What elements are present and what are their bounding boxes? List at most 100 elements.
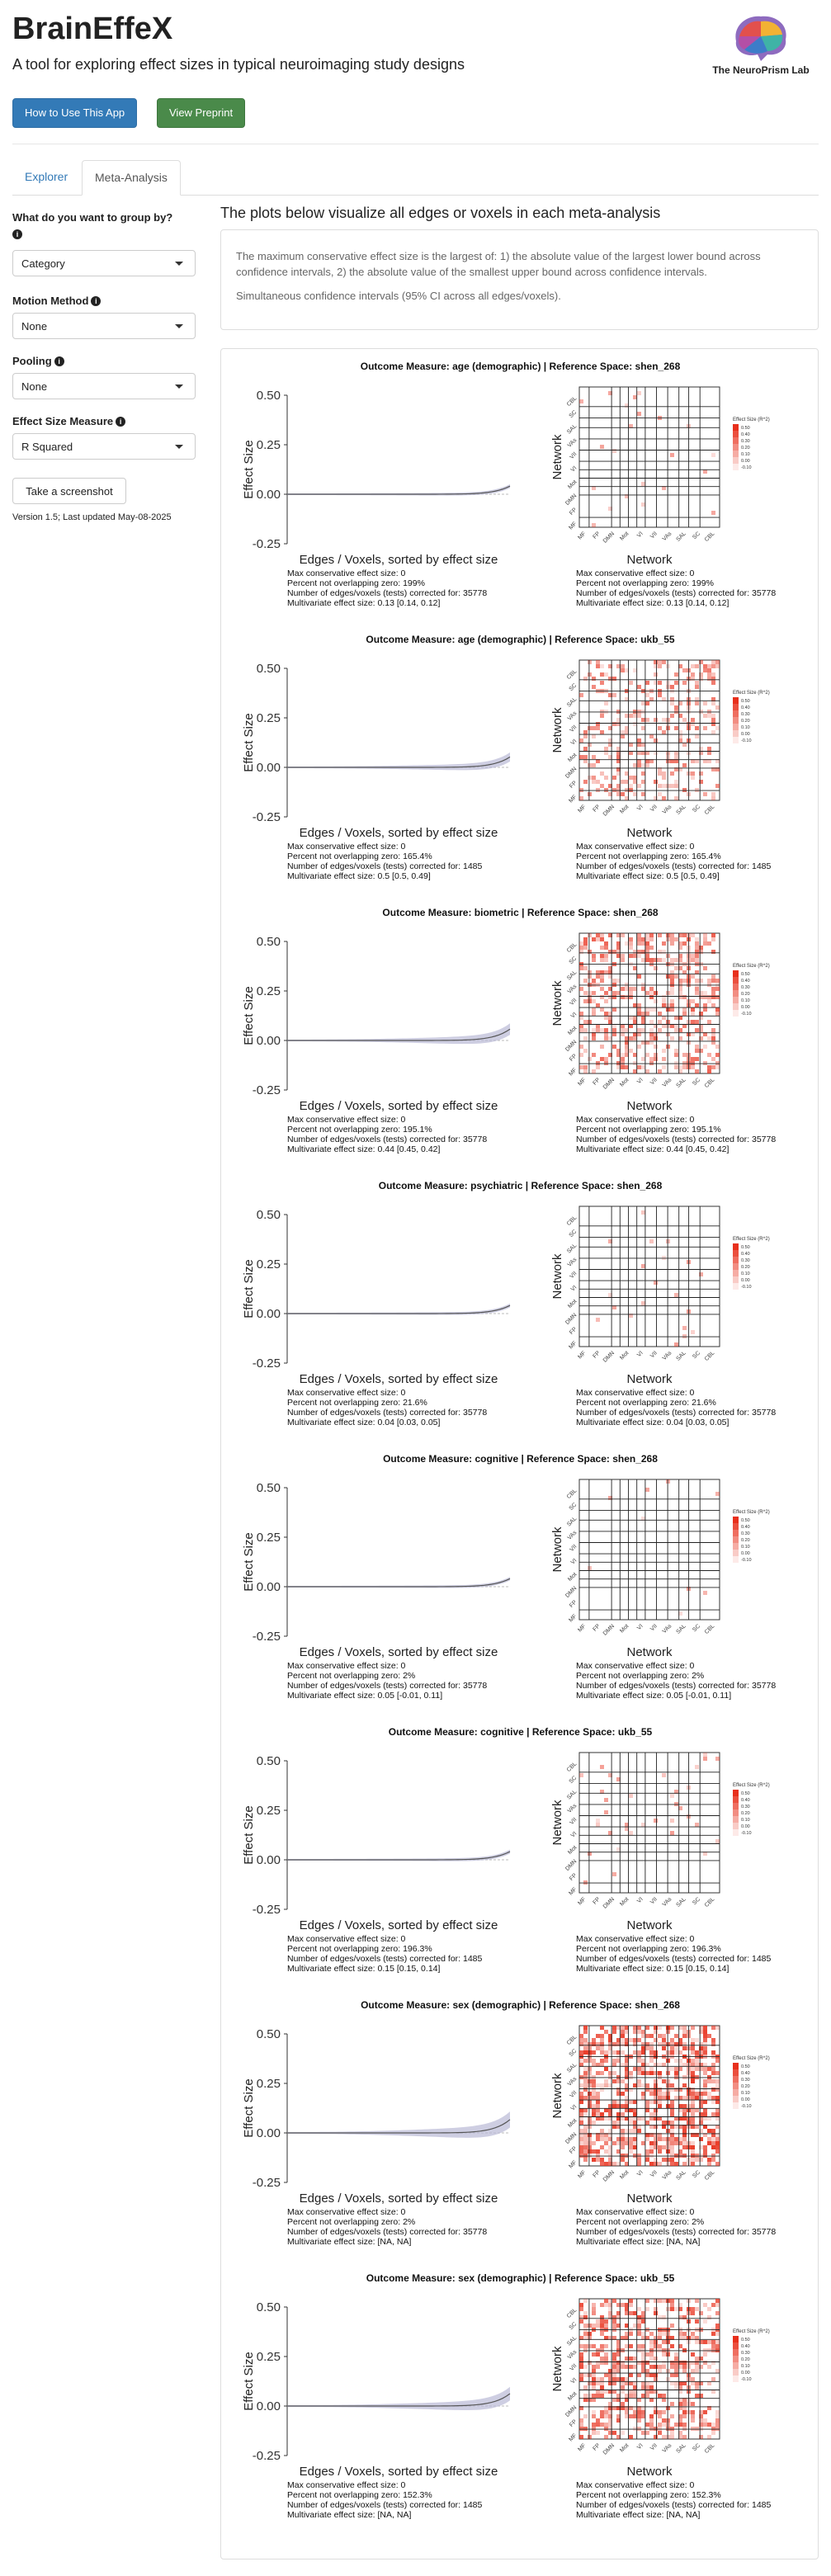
effect-size-measure-select[interactable]: R Squared bbox=[12, 433, 196, 460]
legend-title: Effect Size (R^2) bbox=[733, 418, 770, 422]
heatmap-cell bbox=[691, 933, 695, 937]
take-screenshot-button[interactable]: Take a screenshot bbox=[12, 478, 126, 504]
heatmap-cell bbox=[678, 966, 682, 970]
heatmap-cell bbox=[678, 2365, 682, 2369]
heatmap-cell bbox=[637, 2427, 641, 2431]
heatmap-cell bbox=[625, 2026, 629, 2030]
heatmap-cell bbox=[674, 2162, 678, 2166]
heatmap-cell bbox=[641, 1012, 645, 1016]
legend-swatch bbox=[733, 2375, 739, 2382]
heatmap-cell bbox=[649, 2418, 654, 2423]
heatmap-cell bbox=[662, 999, 666, 1003]
heatmap-cell bbox=[691, 2377, 695, 2381]
heatmap-cell bbox=[583, 2096, 588, 2100]
heatmap-cell bbox=[629, 987, 633, 991]
stat-line: Number of edges/voxels (tests) corrected… bbox=[576, 2500, 772, 2510]
legend-value: 0.40 bbox=[741, 1798, 750, 1803]
heatmap-cell bbox=[662, 2435, 666, 2439]
heatmap-cell bbox=[588, 2141, 592, 2145]
heatmap-y-tick: CBL bbox=[566, 1488, 578, 1500]
heatmap-cell bbox=[695, 1028, 699, 1032]
heatmap-cell bbox=[588, 999, 592, 1003]
heatmap-cell bbox=[670, 937, 674, 941]
stat-line: Max conservative effect size: 0 bbox=[287, 1934, 406, 1944]
info-icon[interactable]: i bbox=[54, 356, 64, 366]
heatmap-y-tick: MF bbox=[568, 2159, 578, 2169]
group-by-select[interactable]: Category bbox=[12, 250, 196, 276]
heatmap-x-axis-label: Network bbox=[626, 1099, 673, 1113]
legend-value: 0.50 bbox=[741, 1518, 750, 1523]
heatmap-cell bbox=[616, 2079, 621, 2083]
heatmap-cell bbox=[649, 1040, 654, 1045]
y-tick-label: 0.25 bbox=[257, 1531, 281, 1545]
heatmap-cell bbox=[670, 974, 674, 979]
heatmap-cell bbox=[699, 995, 703, 999]
chevron-down-icon bbox=[175, 262, 183, 266]
heatmap-cell bbox=[670, 2154, 674, 2158]
heatmap-cell bbox=[629, 2145, 633, 2149]
pooling-select[interactable]: None bbox=[12, 373, 196, 399]
heatmap-x-tick: Mot bbox=[619, 1077, 630, 1087]
heatmap-x-tick: MF bbox=[577, 531, 587, 540]
legend-value: 0.30 bbox=[741, 2078, 750, 2083]
heatmap-cell bbox=[616, 1777, 621, 1781]
heatmap-cell bbox=[629, 2414, 633, 2418]
legend-value: -0.10 bbox=[741, 465, 752, 470]
heatmap-cell bbox=[703, 469, 707, 474]
heatmap-cell bbox=[579, 693, 583, 697]
heatmap-cell bbox=[645, 2390, 649, 2394]
legend-swatch bbox=[733, 2096, 739, 2102]
heatmap-cell bbox=[654, 2410, 658, 2414]
heatmap-cell bbox=[621, 2137, 625, 2141]
app-subtitle: A tool for exploring effect sizes in typ… bbox=[12, 56, 465, 73]
heatmap-cell bbox=[703, 2067, 707, 2071]
motion-method-select[interactable]: None bbox=[12, 313, 196, 339]
heatmap-x-tick: FP bbox=[592, 1350, 602, 1360]
heatmap-cell bbox=[691, 2050, 695, 2055]
heatmap-cell bbox=[633, 2357, 637, 2361]
heatmap-cell bbox=[670, 2112, 674, 2116]
heatmap-cell bbox=[579, 2108, 583, 2112]
heatmap-cell bbox=[674, 796, 678, 800]
how-to-use-button[interactable]: How to Use This App bbox=[12, 98, 138, 128]
legend-value: 0.30 bbox=[741, 712, 750, 717]
heatmap-cell bbox=[645, 2137, 649, 2141]
tab-meta-analysis[interactable]: Meta-Analysis bbox=[82, 160, 181, 196]
heatmap-cell bbox=[612, 2141, 616, 2145]
heatmap-cell bbox=[583, 937, 588, 941]
heatmap-cell bbox=[621, 734, 625, 738]
heatmap-cell bbox=[633, 2141, 637, 2145]
legend-swatch bbox=[733, 1803, 739, 1809]
heatmap-cell bbox=[612, 2162, 616, 2166]
heatmap-cell bbox=[711, 2042, 715, 2046]
stat-line: Number of edges/voxels (tests) corrected… bbox=[576, 1954, 772, 1964]
heatmap-cell bbox=[711, 2063, 715, 2067]
heatmap-cell bbox=[691, 664, 695, 668]
heatmap-cell bbox=[678, 2435, 682, 2439]
heatmap-cell bbox=[674, 672, 678, 677]
heatmap-cell bbox=[637, 2406, 641, 2410]
heatmap-x-tick: MF bbox=[577, 1077, 587, 1087]
heatmap-cell bbox=[658, 2137, 662, 2141]
heatmap-cell bbox=[703, 1852, 707, 1856]
heatmap-x-tick: VI bbox=[636, 1623, 644, 1631]
tab-explorer[interactable]: Explorer bbox=[25, 170, 68, 183]
heatmap-y-tick: VI bbox=[570, 738, 578, 747]
heatmap-cell bbox=[612, 2125, 616, 2129]
heatmap-cell bbox=[592, 726, 596, 730]
heatmap-cell bbox=[641, 1823, 645, 1827]
heatmap-cell bbox=[674, 2307, 678, 2311]
info-icon[interactable]: i bbox=[116, 416, 126, 427]
x-axis-label: Edges / Voxels, sorted by effect size bbox=[300, 2191, 498, 2206]
info-icon[interactable]: i bbox=[91, 295, 102, 306]
heatmap-cell bbox=[616, 767, 621, 771]
heatmap-cell bbox=[583, 2125, 588, 2129]
heatmap-cell bbox=[604, 1798, 608, 1802]
group-by-info-icon[interactable]: i bbox=[12, 227, 22, 242]
heatmap-x-tick: DMN bbox=[602, 1350, 616, 1363]
heatmap-cell bbox=[596, 1318, 600, 1322]
heatmap-cell bbox=[703, 726, 707, 730]
view-preprint-button[interactable]: View Preprint bbox=[157, 98, 246, 128]
